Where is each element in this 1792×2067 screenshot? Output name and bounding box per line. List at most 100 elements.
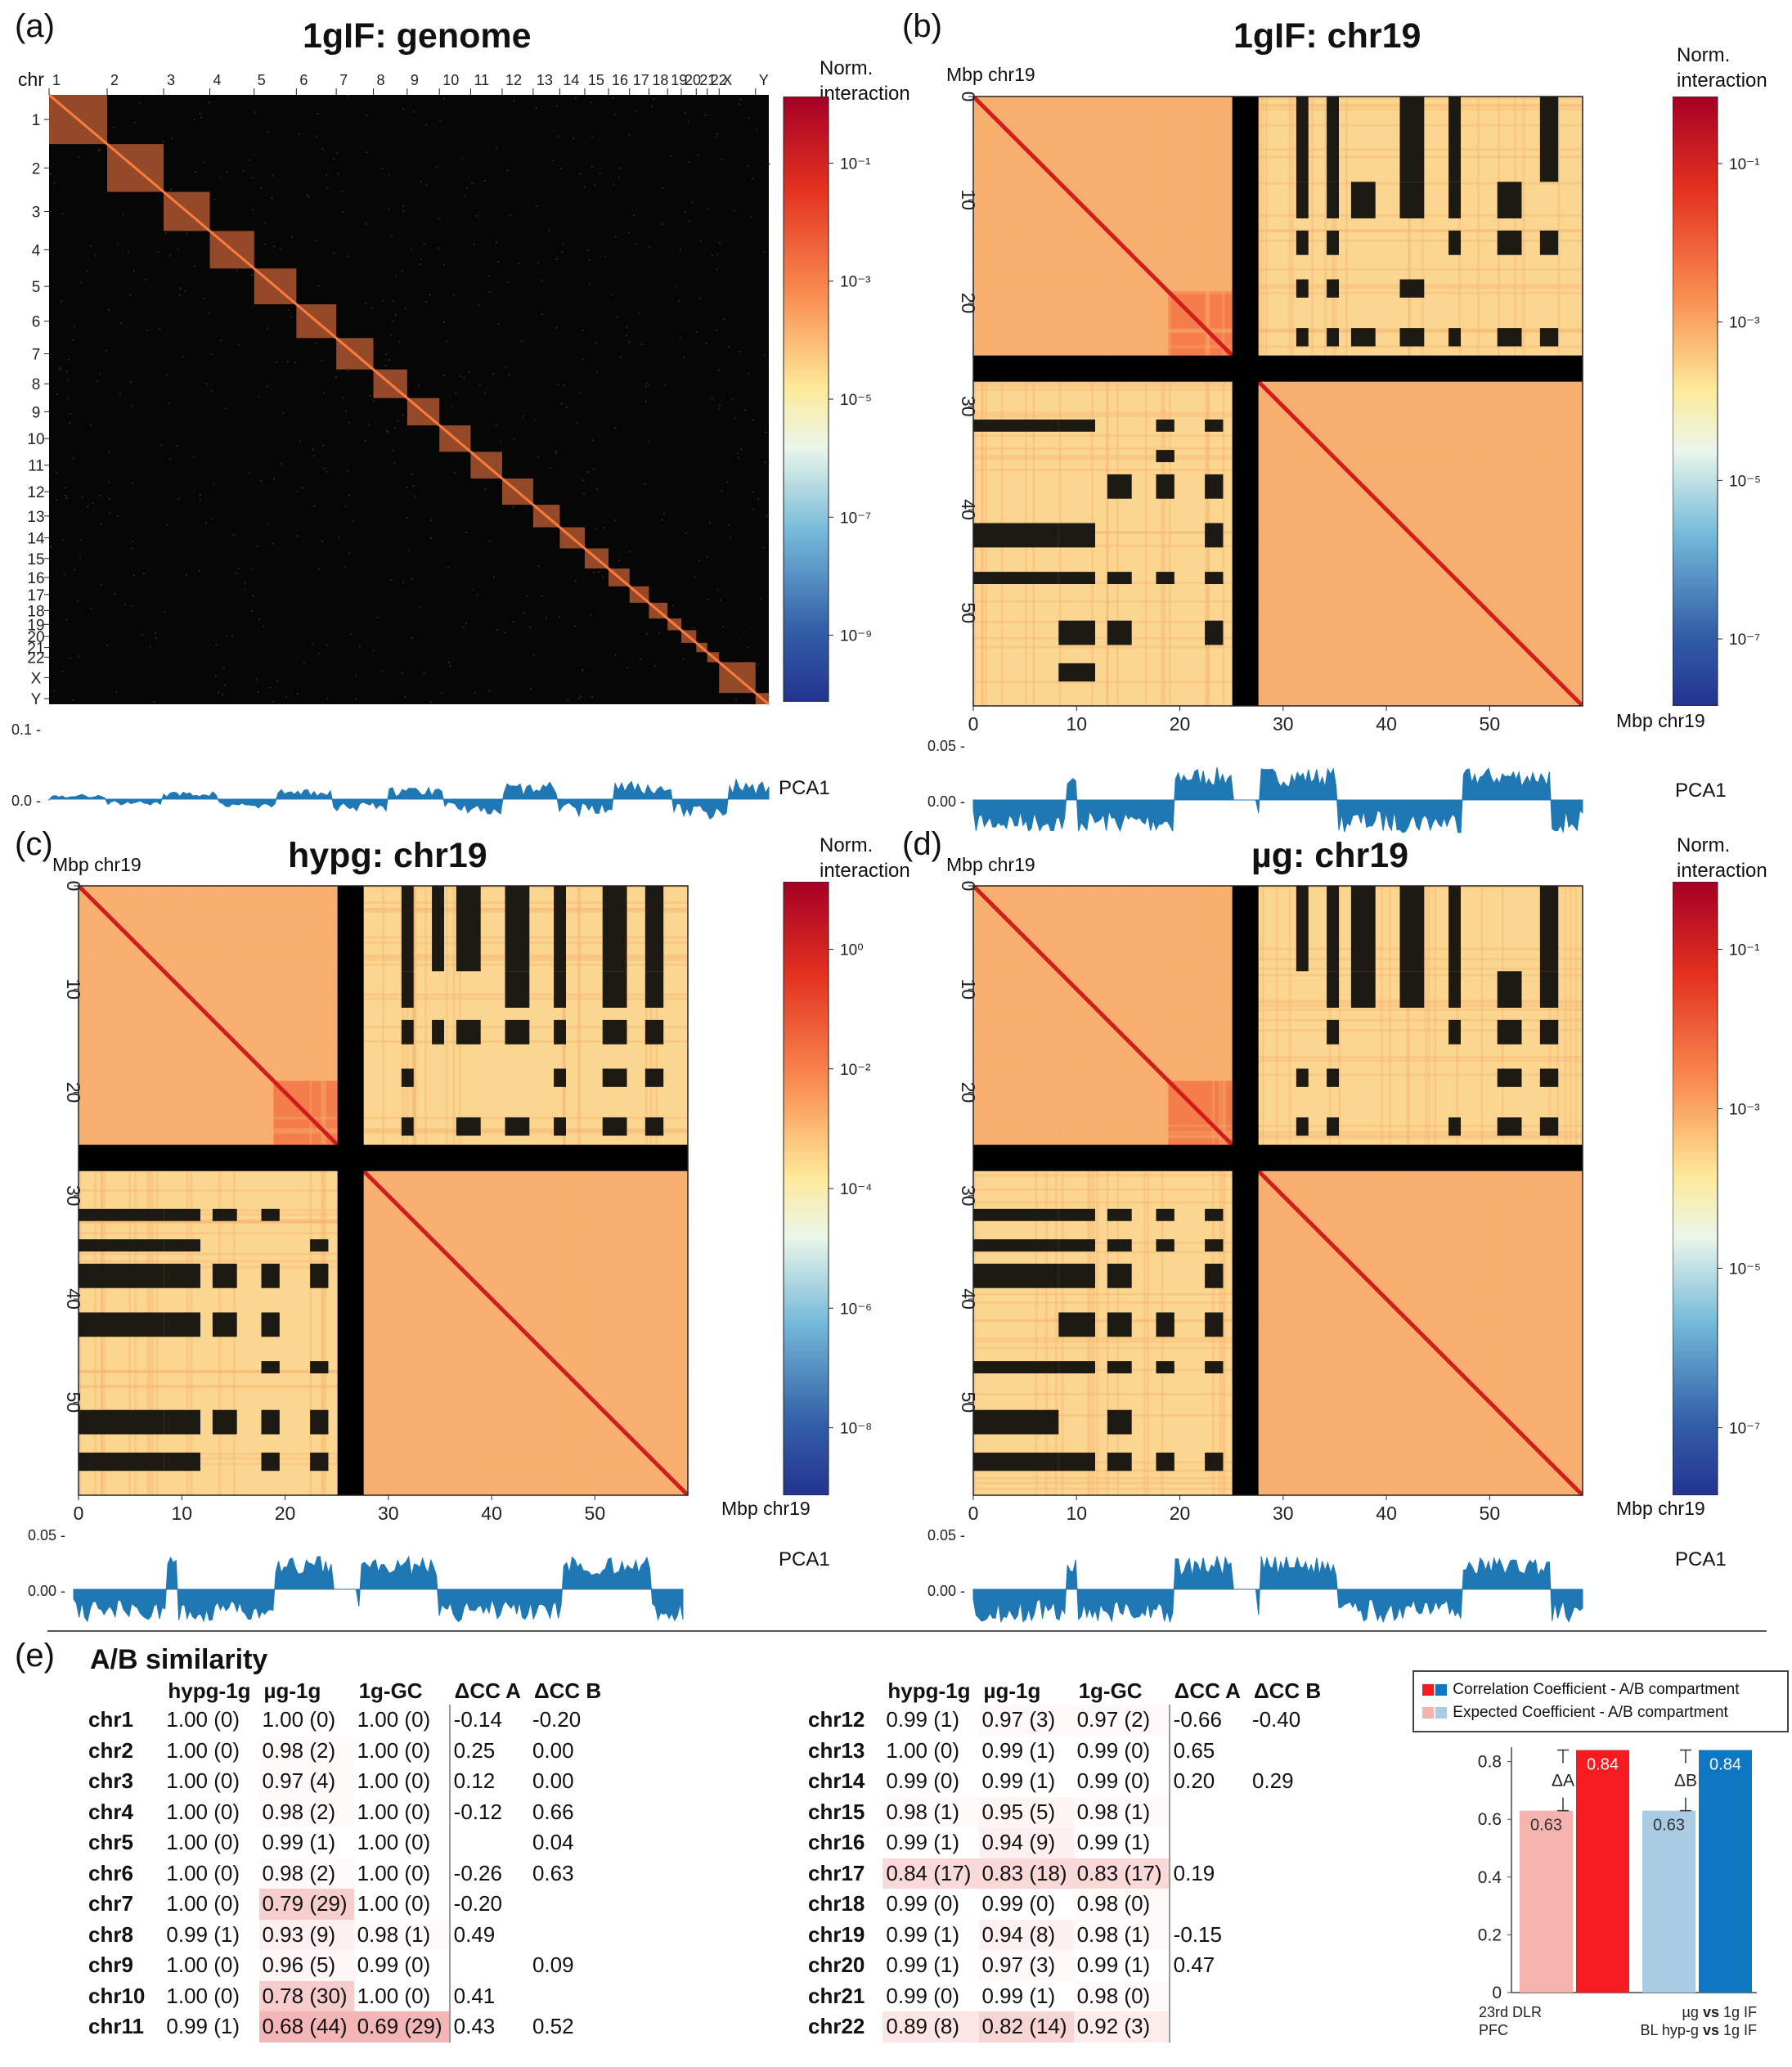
cell-gc: 0.98 (1) [1074, 1920, 1170, 1951]
genome-diagonal-line [406, 397, 441, 427]
depleted-block [310, 1361, 329, 1373]
cell-gc: 0.83 (17) [1073, 1858, 1170, 1889]
cell-hypg: 1.00 (0) [886, 1737, 959, 1763]
genome-top-chr-label: 8 [376, 72, 384, 88]
x-tick-label: 10 [1066, 713, 1087, 735]
depleted-block [1296, 279, 1309, 298]
depleted-block [79, 1208, 164, 1221]
bar-value-label: 0.84 [1709, 1756, 1741, 1774]
cell-dA: 0.47 [1168, 1950, 1249, 1981]
panel-a-colorbar-title: Norm. interaction [820, 57, 910, 105]
table-row: chr18 0.99 (0) 0.99 (0) 0.98 (0) [805, 1889, 1329, 1920]
ab-table-right: hypg-1g µg-1g 1g-GC ΔCC A ΔCC B chr12 0.99 (1)… [805, 1677, 1329, 2042]
depleted-block [1327, 971, 1339, 1008]
cell-hypg: 0.99 (0) [886, 1983, 959, 2008]
depleted-block [1058, 1361, 1095, 1373]
genome-left-chr-label: 17 [27, 587, 44, 604]
cell-hypg: 0.99 (1) [886, 1830, 959, 1855]
cell-dA [1168, 2011, 1249, 2042]
table-row: chr6 1.00 (0) 0.98 (2) 1.00 (0) -0.26 0.63 [85, 1858, 609, 1889]
table-row: chr10 1.00 (0) 0.78 (30) 1.00 (0) 0.41 [85, 1980, 609, 2011]
centromere-gap-horizontal [973, 355, 1583, 382]
cell-gc: 0.99 (1) [1076, 1952, 1151, 1978]
correlation-bar [1576, 1750, 1629, 1993]
genome-top-chr-label: 18 [652, 72, 668, 88]
colorbar-gradient [783, 882, 829, 1495]
heatmap-diagonal [973, 97, 1583, 706]
cell-mug: 0.98 (2) [259, 1736, 354, 1767]
depleted-block [1107, 1263, 1132, 1288]
genome-top-chr-label: 20 [685, 72, 701, 88]
table-row: chr19 0.99 (1) 0.94 (8) 0.98 (1) -0.15 [805, 1919, 1329, 1951]
x-tick-label: 20 [1170, 713, 1191, 735]
correlation-bar [1699, 1750, 1752, 1993]
genome-diagonal-line [532, 503, 561, 528]
depleted-block [1497, 1019, 1522, 1045]
cell-gc: 0.98 (1) [1074, 1797, 1170, 1828]
depleted-block [1296, 97, 1309, 182]
depleted-block [212, 1312, 237, 1337]
depleted-block [1156, 1208, 1174, 1221]
column-header: 1g-GC [358, 1678, 423, 1703]
panel-b-title: 1gIF: chr19 [1233, 16, 1421, 56]
depleted-block [1156, 1239, 1174, 1251]
genome-top-chr-label: 21 [699, 72, 716, 88]
depleted-block [432, 886, 444, 972]
column-header: µg-1g [983, 1678, 1041, 1703]
genome-top-chr-label: 13 [537, 72, 553, 88]
genome-diagonal-line [754, 692, 770, 706]
depleted-block [261, 1452, 280, 1472]
cell-dB [1249, 1797, 1329, 1828]
depleted-block [79, 1239, 164, 1251]
x-tick-label: 50 [1480, 713, 1501, 735]
panel-a-colorbar: 10⁻¹ 10⁻³ 10⁻⁵ 10⁻⁷ 10⁻⁹ [783, 97, 872, 702]
genome-diagonal-line [501, 477, 534, 506]
cell-gc: 0.98 (1) [354, 1920, 450, 1951]
genome-diagonal-line [106, 142, 165, 193]
cell-dB [1249, 1858, 1329, 1890]
cell-dB [1249, 1920, 1329, 1951]
y-tick-label: 30 [958, 396, 979, 417]
x-tick-label: 30 [1273, 713, 1294, 735]
colorbar-tick-label: 10⁻⁷ [1729, 1421, 1760, 1438]
cell-hypg: 0.99 (0) [886, 1768, 959, 1794]
x-tick-label: 0 [968, 1503, 979, 1524]
depleted-block [1497, 1068, 1522, 1087]
genome-diagonal-line [628, 585, 650, 604]
cell-dA: 0.41 [448, 1980, 529, 2011]
depleted-block [1205, 1361, 1224, 1373]
cell-gc: 1.00 (0) [357, 1983, 431, 2008]
genome-diagonal-line [718, 661, 757, 694]
cell-chr: chr8 [88, 1921, 133, 1947]
depleted-block [1058, 663, 1095, 682]
genome-top-chr-label: 9 [411, 72, 419, 88]
centromere-gap-vertical [1232, 97, 1259, 706]
genome-left-chr-label: 16 [27, 570, 44, 587]
table-row: chr13 1.00 (0) 0.99 (1) 0.99 (0) 0.65 [805, 1735, 1329, 1766]
depleted-block [1448, 97, 1461, 182]
depleted-block [1448, 328, 1461, 347]
cell-chr: chr19 [808, 1921, 865, 1947]
cell-hypg: 1.00 (0) [166, 1737, 240, 1763]
depleted-block [310, 1409, 329, 1435]
delta-annotation: ΔA [1552, 1772, 1574, 1791]
panel-a-pca1-track: 0.1 - 0.0 - [11, 721, 770, 820]
depleted-block [1205, 620, 1224, 645]
genome-top-chr-label: X [722, 72, 732, 88]
depleted-block [1156, 572, 1174, 584]
cell-chr: chr5 [88, 1830, 133, 1855]
cell-dB [1249, 1827, 1329, 1858]
depleted-block [602, 971, 627, 1008]
heatmap-frame [78, 885, 689, 1496]
cell-chr: chr1 [88, 1707, 133, 1732]
bar-y-tick-label: 0.4 [1478, 1868, 1502, 1887]
depleted-block [644, 1117, 664, 1136]
colorbar-tick-label: 10⁰ [840, 942, 864, 959]
panel-d-colorbar: 10⁻¹ 10⁻³ 10⁻⁵ 10⁻⁷ [1673, 882, 1761, 1495]
y-tick-label: 30 [958, 1185, 979, 1206]
cell-dA [1168, 1889, 1249, 1920]
pca1-area [972, 767, 1583, 834]
colorbar-tick-label: 10⁻⁷ [840, 510, 871, 527]
depleted-block [164, 1452, 200, 1472]
genome-top-chr-label: 11 [474, 72, 489, 88]
